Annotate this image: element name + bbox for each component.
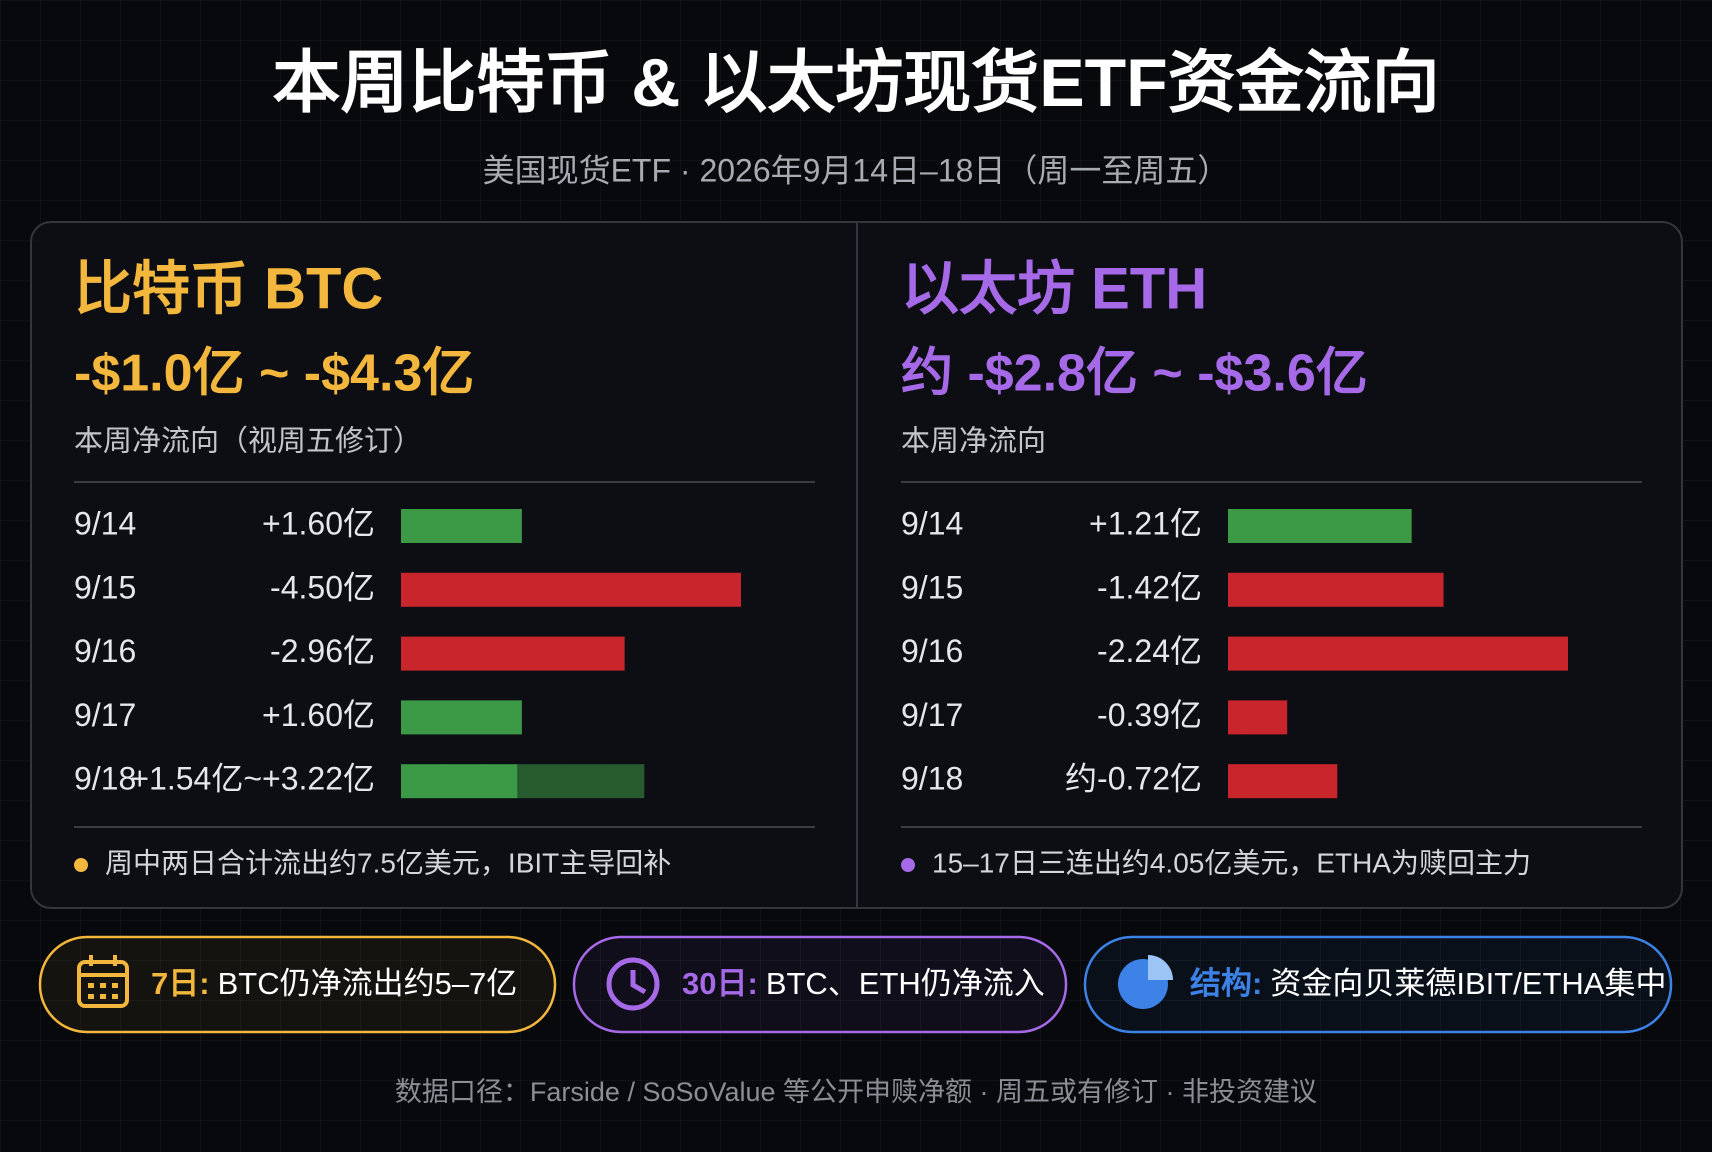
page-title: 本周比特币 & 以太坊现货ETF资金流向: [272, 45, 1439, 121]
card-body: BTC、ETH仍净流入: [766, 966, 1045, 1001]
row-date: 9/18: [901, 761, 963, 797]
row-date: 9/14: [74, 505, 136, 541]
row-date: 9/15: [901, 569, 963, 605]
bar-range: [517, 764, 645, 799]
panel-caption: 本周净流向（视周五修订）: [74, 425, 422, 458]
row-date: 9/16: [901, 633, 963, 669]
bar: [401, 764, 518, 799]
card-body: 资金向贝莱德IBIT/ETHA集中: [1270, 966, 1666, 1001]
value-label: 约-0.72亿: [1065, 761, 1202, 797]
value-label: -2.96亿: [270, 633, 375, 669]
summary-card: [38, 935, 557, 1034]
bar: [1228, 764, 1338, 799]
bar: [401, 509, 522, 543]
card-label: 30日:: [682, 966, 758, 1001]
row-date: 9/15: [74, 569, 136, 605]
card-text: 30日: BTC、ETH仍净流入: [682, 966, 1045, 1001]
bar: [1228, 636, 1568, 671]
summary-card: [1083, 935, 1673, 1034]
card-text: 7日: BTC仍净流出约5–7亿: [151, 966, 517, 1001]
value-label: -0.39亿: [1097, 697, 1202, 733]
row-date: 9/17: [74, 697, 136, 733]
pie-icon: [1118, 955, 1173, 1009]
bar: [1228, 572, 1444, 607]
panel-note: 15–17日三连出约4.05亿美元，ETHA为赎回主力: [932, 847, 1531, 878]
value-label: -4.50亿: [270, 569, 375, 605]
card-label: 7日:: [151, 966, 210, 1001]
panel-caption: 本周净流向: [901, 425, 1046, 458]
calendar-icon: [77, 955, 129, 1008]
row-date: 9/16: [74, 633, 136, 669]
value-label: -1.42亿: [1097, 569, 1202, 605]
value-label: +1.54亿~+3.22亿: [130, 761, 375, 797]
value-label: -2.24亿: [1097, 633, 1202, 669]
note-dot: [74, 858, 88, 872]
footer: 数据口径：Farside / SoSoValue 等公开申赎净额 · 周五或有修…: [395, 1077, 1317, 1107]
note-dot: [901, 858, 915, 872]
row-date: 9/17: [901, 697, 963, 733]
panel-note: 周中两日合计流出约7.5亿美元，IBIT主导回补: [105, 847, 671, 878]
bar: [1228, 700, 1288, 735]
bar: [401, 572, 741, 607]
panel-title: 比特币 BTC: [74, 256, 383, 321]
card-text: 结构: 资金向贝莱德IBIT/ETHA集中: [1190, 966, 1666, 1001]
clock-icon: [606, 957, 660, 1011]
value-label: +1.60亿: [262, 697, 375, 733]
value-label: +1.60亿: [262, 505, 375, 541]
card-label: 结构:: [1190, 966, 1262, 1001]
row-date: 9/14: [901, 505, 963, 541]
page-subtitle: 美国现货ETF · 2026年9月14日–18日（周一至周五）: [483, 152, 1230, 188]
value-label: +1.21亿: [1089, 505, 1202, 541]
panel-headline: -$1.0亿 ~ -$4.3亿: [74, 345, 474, 403]
bar: [401, 700, 522, 735]
card-body: BTC仍净流出约5–7亿: [218, 966, 518, 1001]
panel-title: 以太坊 ETH: [901, 256, 1207, 321]
bar: [1228, 509, 1412, 543]
bar: [401, 636, 625, 671]
summary-card: [572, 935, 1068, 1034]
row-date: 9/18: [74, 761, 136, 797]
panel-headline: 约 -$2.8亿 ~ -$3.6亿: [901, 345, 1368, 403]
